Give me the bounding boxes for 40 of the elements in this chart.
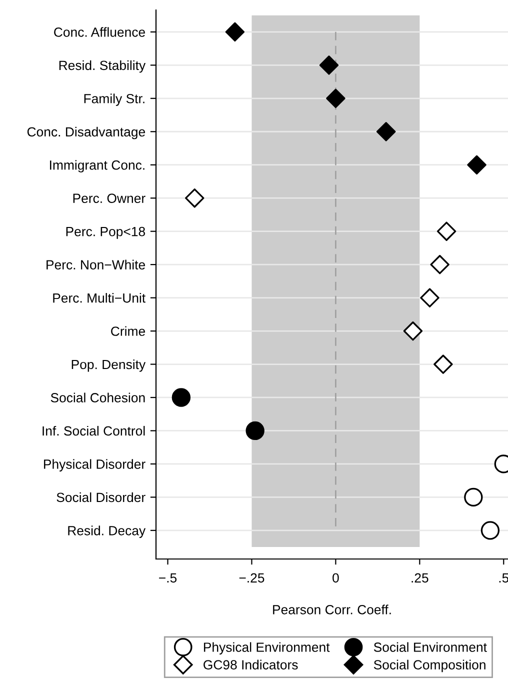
y-tick-label: Social Cohesion — [50, 392, 145, 402]
point — [434, 354, 453, 374]
legend-label: Social Environment — [374, 642, 487, 652]
y-tick-label: Perc. Non−White — [46, 260, 145, 270]
y-tick-label: Perc. Multi−Unit — [53, 293, 146, 303]
point — [319, 56, 339, 75]
y-tick-label: Conc. Affluence — [54, 27, 145, 37]
x-tick-label: −.25 — [239, 573, 264, 583]
y-tick-label: Perc. Owner — [73, 194, 146, 204]
y-tick-label: Family Str. — [84, 94, 144, 106]
x-axis-title: Pearson Corr. Coeff. — [273, 604, 391, 614]
point — [376, 122, 396, 142]
y-tick-label: Physical Disorder — [44, 459, 146, 472]
point — [420, 288, 440, 308]
point — [172, 388, 191, 407]
y-tick-label: Inf. Social Control — [42, 426, 145, 436]
legend-label: Social Composition — [374, 660, 486, 672]
legend-label: Physical Environment — [204, 642, 330, 655]
y-tick-label: Perc. Pop<18 — [66, 226, 146, 239]
legend-label: GC98 Indicators — [204, 660, 298, 670]
point — [403, 321, 423, 341]
y-tick-label: Resid. Stability — [59, 60, 146, 73]
y-tick-label: Conc. Disadvantage — [27, 126, 146, 140]
y-tick-label: Immigrant Conc. — [50, 160, 144, 172]
point — [326, 88, 346, 108]
point — [246, 421, 264, 440]
point — [436, 222, 456, 241]
point — [467, 155, 486, 174]
x-tick-label: 0 — [332, 573, 339, 583]
y-tick-label: Pop. Density — [72, 359, 146, 372]
x-tick-label: −.5 — [159, 573, 177, 583]
y-tick-label: Crime — [111, 326, 145, 336]
y-tick-label: Resid. Decay — [68, 526, 146, 538]
point — [225, 22, 245, 42]
point — [464, 488, 483, 507]
point — [185, 188, 204, 208]
x-tick-label: .25 — [412, 573, 428, 583]
point — [480, 521, 500, 540]
point — [430, 254, 450, 274]
y-tick-label: Social Disorder — [56, 492, 146, 502]
